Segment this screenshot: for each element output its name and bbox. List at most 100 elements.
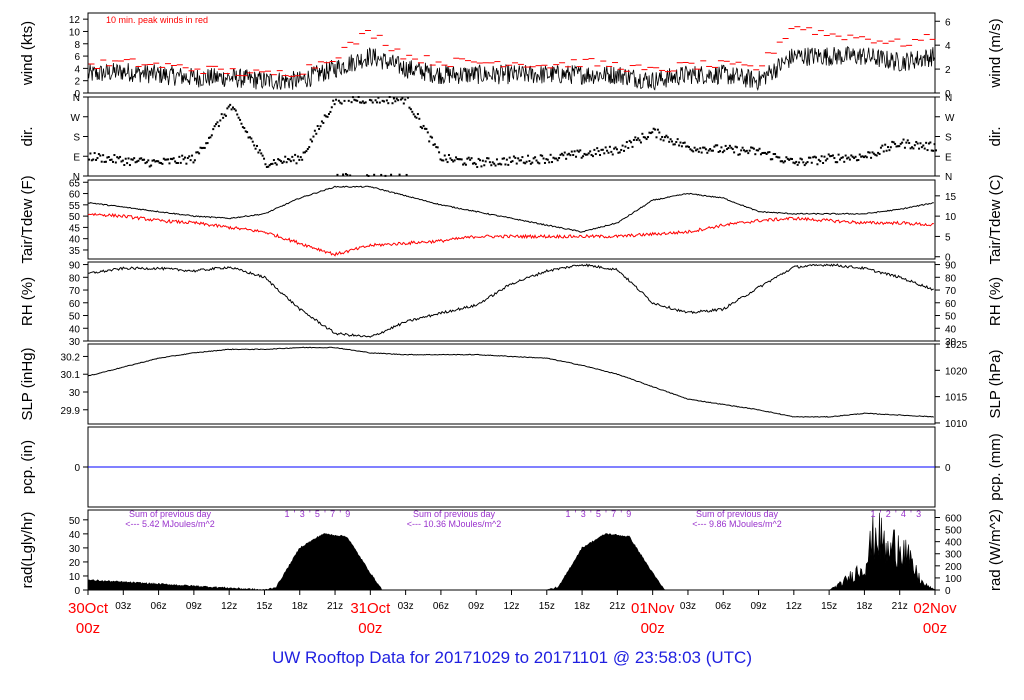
dir-point bbox=[469, 158, 472, 161]
dir-point bbox=[791, 158, 794, 161]
dir-point bbox=[895, 145, 898, 148]
dir-point bbox=[380, 173, 383, 176]
dir-point bbox=[743, 149, 746, 152]
dir-point bbox=[889, 146, 892, 149]
dir-point bbox=[364, 101, 367, 104]
ytick-left-label: 20 bbox=[69, 558, 81, 569]
xtick-label: 21z bbox=[327, 601, 343, 612]
dir-point bbox=[820, 155, 823, 158]
dir-point bbox=[257, 151, 260, 154]
dir-point bbox=[575, 155, 578, 158]
dir-point bbox=[192, 161, 195, 164]
dir-point bbox=[209, 136, 212, 139]
dir-point bbox=[927, 142, 930, 145]
dir-point bbox=[271, 162, 274, 165]
dir-point bbox=[860, 155, 863, 158]
dir-point bbox=[645, 138, 648, 141]
dir-point bbox=[782, 161, 785, 164]
dir-point bbox=[864, 155, 867, 158]
rad-hour-mark: 3 bbox=[916, 509, 921, 519]
dir-point bbox=[428, 140, 431, 143]
dir-point bbox=[661, 135, 664, 138]
dir-point bbox=[611, 153, 614, 156]
rad-hour-mark: 9 bbox=[345, 509, 350, 519]
dir-point bbox=[879, 146, 882, 149]
dir-point bbox=[172, 157, 175, 160]
dir-point bbox=[438, 151, 441, 154]
dir-point bbox=[500, 163, 503, 166]
xtick-label: 12z bbox=[221, 601, 237, 612]
dir-point bbox=[583, 152, 586, 155]
dir-point bbox=[779, 160, 782, 163]
xtick-label: 06z bbox=[715, 601, 731, 612]
dir-point bbox=[587, 152, 590, 155]
dir-point bbox=[789, 157, 792, 160]
dir-point bbox=[707, 149, 710, 152]
dir-point bbox=[370, 99, 373, 102]
dir-point bbox=[505, 158, 508, 161]
dir-point bbox=[551, 161, 554, 164]
dir-point bbox=[244, 130, 247, 133]
dir-point bbox=[762, 151, 765, 154]
ytick-left-label: 50 bbox=[69, 312, 81, 323]
dir-point bbox=[510, 160, 513, 163]
dir-point bbox=[203, 146, 206, 149]
dir-point bbox=[699, 147, 702, 150]
dir-point bbox=[224, 114, 227, 117]
dir-point bbox=[247, 136, 250, 139]
dir-point bbox=[562, 154, 565, 157]
ytick-left-label: 12 bbox=[69, 15, 81, 26]
dir-point bbox=[93, 152, 96, 155]
dir-point bbox=[867, 151, 870, 154]
dir-point bbox=[659, 138, 662, 141]
dir-point bbox=[147, 159, 150, 162]
dir-point bbox=[484, 160, 487, 163]
dir-point bbox=[337, 99, 340, 102]
dir-point bbox=[336, 173, 339, 176]
dir-point bbox=[157, 160, 160, 163]
dir-point bbox=[748, 149, 751, 152]
dir-point bbox=[524, 162, 527, 165]
dir-point bbox=[706, 151, 709, 154]
ytick-right-label: 500 bbox=[945, 526, 962, 537]
ytick-right-label: 0 bbox=[945, 89, 951, 100]
rad-sum-annotation-line2: <--- 5.42 MJoules/m^2 bbox=[125, 519, 215, 529]
dir-point bbox=[521, 156, 524, 159]
dir-point bbox=[339, 101, 342, 104]
dir-point bbox=[421, 127, 424, 130]
dir-point bbox=[558, 156, 561, 159]
ytick-left-label: 65 bbox=[69, 178, 81, 189]
date-label: 30Oct bbox=[68, 600, 109, 617]
dir-point bbox=[405, 173, 408, 176]
dir-point bbox=[644, 136, 647, 139]
ytick-right-label: 0 bbox=[945, 463, 951, 474]
dir-point bbox=[714, 144, 717, 147]
dir-point bbox=[662, 139, 665, 142]
xtick-label: 21z bbox=[609, 601, 625, 612]
dir-ytick-left-label: W bbox=[71, 113, 81, 124]
dir-point bbox=[470, 157, 473, 160]
dir-point bbox=[284, 155, 287, 158]
dir-point bbox=[130, 158, 133, 161]
dir-point bbox=[330, 106, 333, 109]
dir-point bbox=[750, 146, 753, 149]
dir-point bbox=[730, 146, 733, 149]
dir-point bbox=[460, 158, 463, 161]
dir-point bbox=[347, 99, 350, 102]
dir-point bbox=[217, 125, 220, 128]
rad-hour-mark: 7 bbox=[611, 509, 616, 519]
rad-hour-mark: ' bbox=[339, 509, 341, 519]
ytick-right-label: 300 bbox=[945, 550, 962, 561]
xtick-label: 03z bbox=[680, 601, 696, 612]
ytick-left-label: 0 bbox=[74, 89, 80, 100]
dir-point bbox=[586, 153, 589, 156]
ytick-left-label: 70 bbox=[69, 286, 81, 297]
dir-point bbox=[158, 161, 161, 164]
xtick-label: 06z bbox=[151, 601, 167, 612]
dir-point bbox=[381, 99, 384, 102]
dir-point bbox=[318, 127, 321, 130]
dir-point bbox=[788, 158, 791, 161]
dir-point bbox=[600, 148, 603, 151]
xtick-label: 15z bbox=[821, 601, 837, 612]
dir-point bbox=[312, 135, 315, 138]
